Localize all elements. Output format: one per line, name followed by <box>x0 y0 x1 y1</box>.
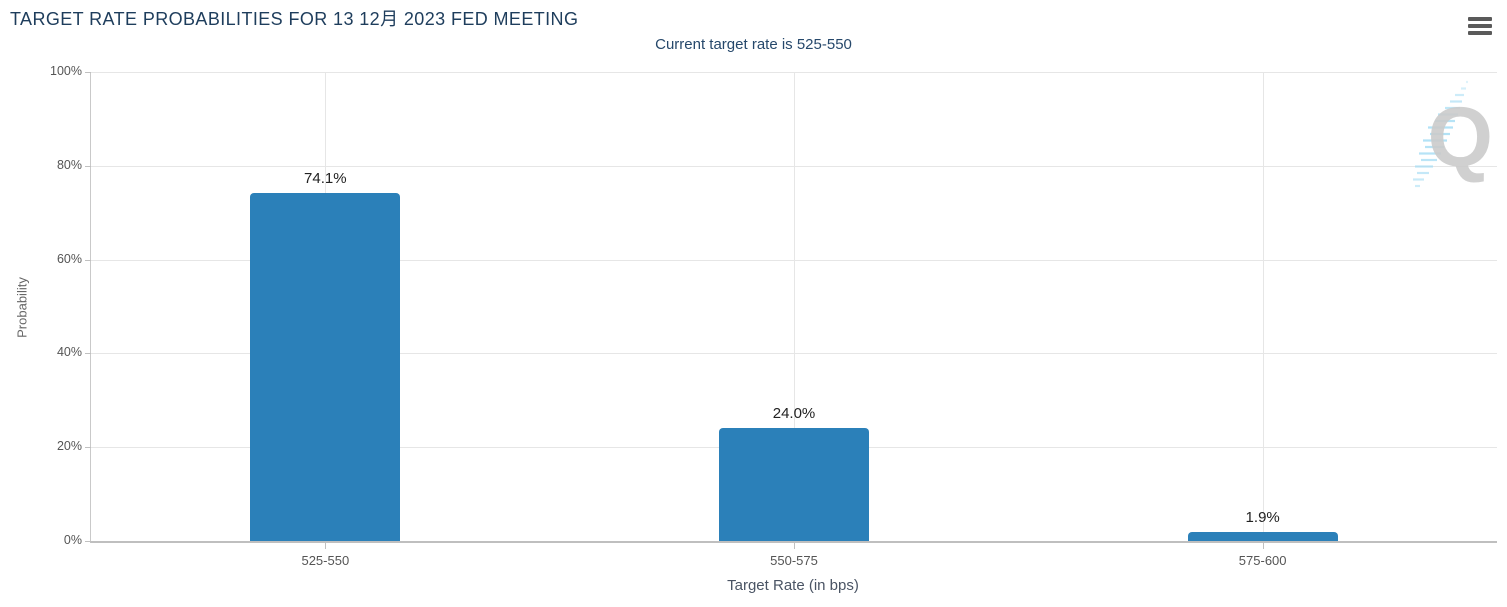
y-tick-label: 0% <box>63 533 82 547</box>
y-tick-mark <box>85 165 91 167</box>
y-tick-label: 20% <box>56 439 82 454</box>
x-tick-label: 575-600 <box>1238 553 1287 568</box>
bar-value-label: 74.1% <box>304 170 347 188</box>
y-tick-label: 100% <box>50 64 82 78</box>
y-tick-label: 60% <box>56 251 82 266</box>
x-gridline <box>1262 72 1264 541</box>
bar-575-600[interactable] <box>1187 532 1338 541</box>
x-tick-mark <box>325 543 327 549</box>
y-tick-label: 80% <box>56 157 82 172</box>
x-tick-mark <box>794 543 795 549</box>
x-axis-title: Target Rate (in bps) <box>727 577 859 594</box>
y-tick-mark <box>85 541 91 542</box>
bar-550-575[interactable] <box>719 428 869 541</box>
chart-subtitle: Current target rate is 525-550 <box>655 36 852 53</box>
y-tick-mark <box>85 353 91 355</box>
x-tick-label: 525-550 <box>301 553 350 568</box>
bar-525-550[interactable] <box>250 193 401 541</box>
y-axis-title: Probability <box>14 277 30 338</box>
y-tick-mark <box>85 72 91 73</box>
chart-title: TARGET RATE PROBABILITIES FOR 13 12月 202… <box>10 9 579 29</box>
x-tick-label: 550-575 <box>770 553 818 568</box>
bar-value-label: 1.9% <box>1245 509 1280 527</box>
y-tick-label: 40% <box>56 345 82 360</box>
x-tick-mark <box>1262 543 1264 549</box>
plot-area: 0% 20% 40% 60% 80% 100% 74.1% 525-550 24.0% 550-5… <box>50 64 1497 568</box>
y-tick-mark <box>85 447 91 449</box>
y-tick-mark <box>85 259 91 261</box>
chart-context-menu-button[interactable] <box>1468 15 1494 37</box>
bar-value-label: 24.0% <box>772 405 816 423</box>
hamburger-menu-icon <box>1468 17 1492 21</box>
x-gridline <box>794 72 795 541</box>
